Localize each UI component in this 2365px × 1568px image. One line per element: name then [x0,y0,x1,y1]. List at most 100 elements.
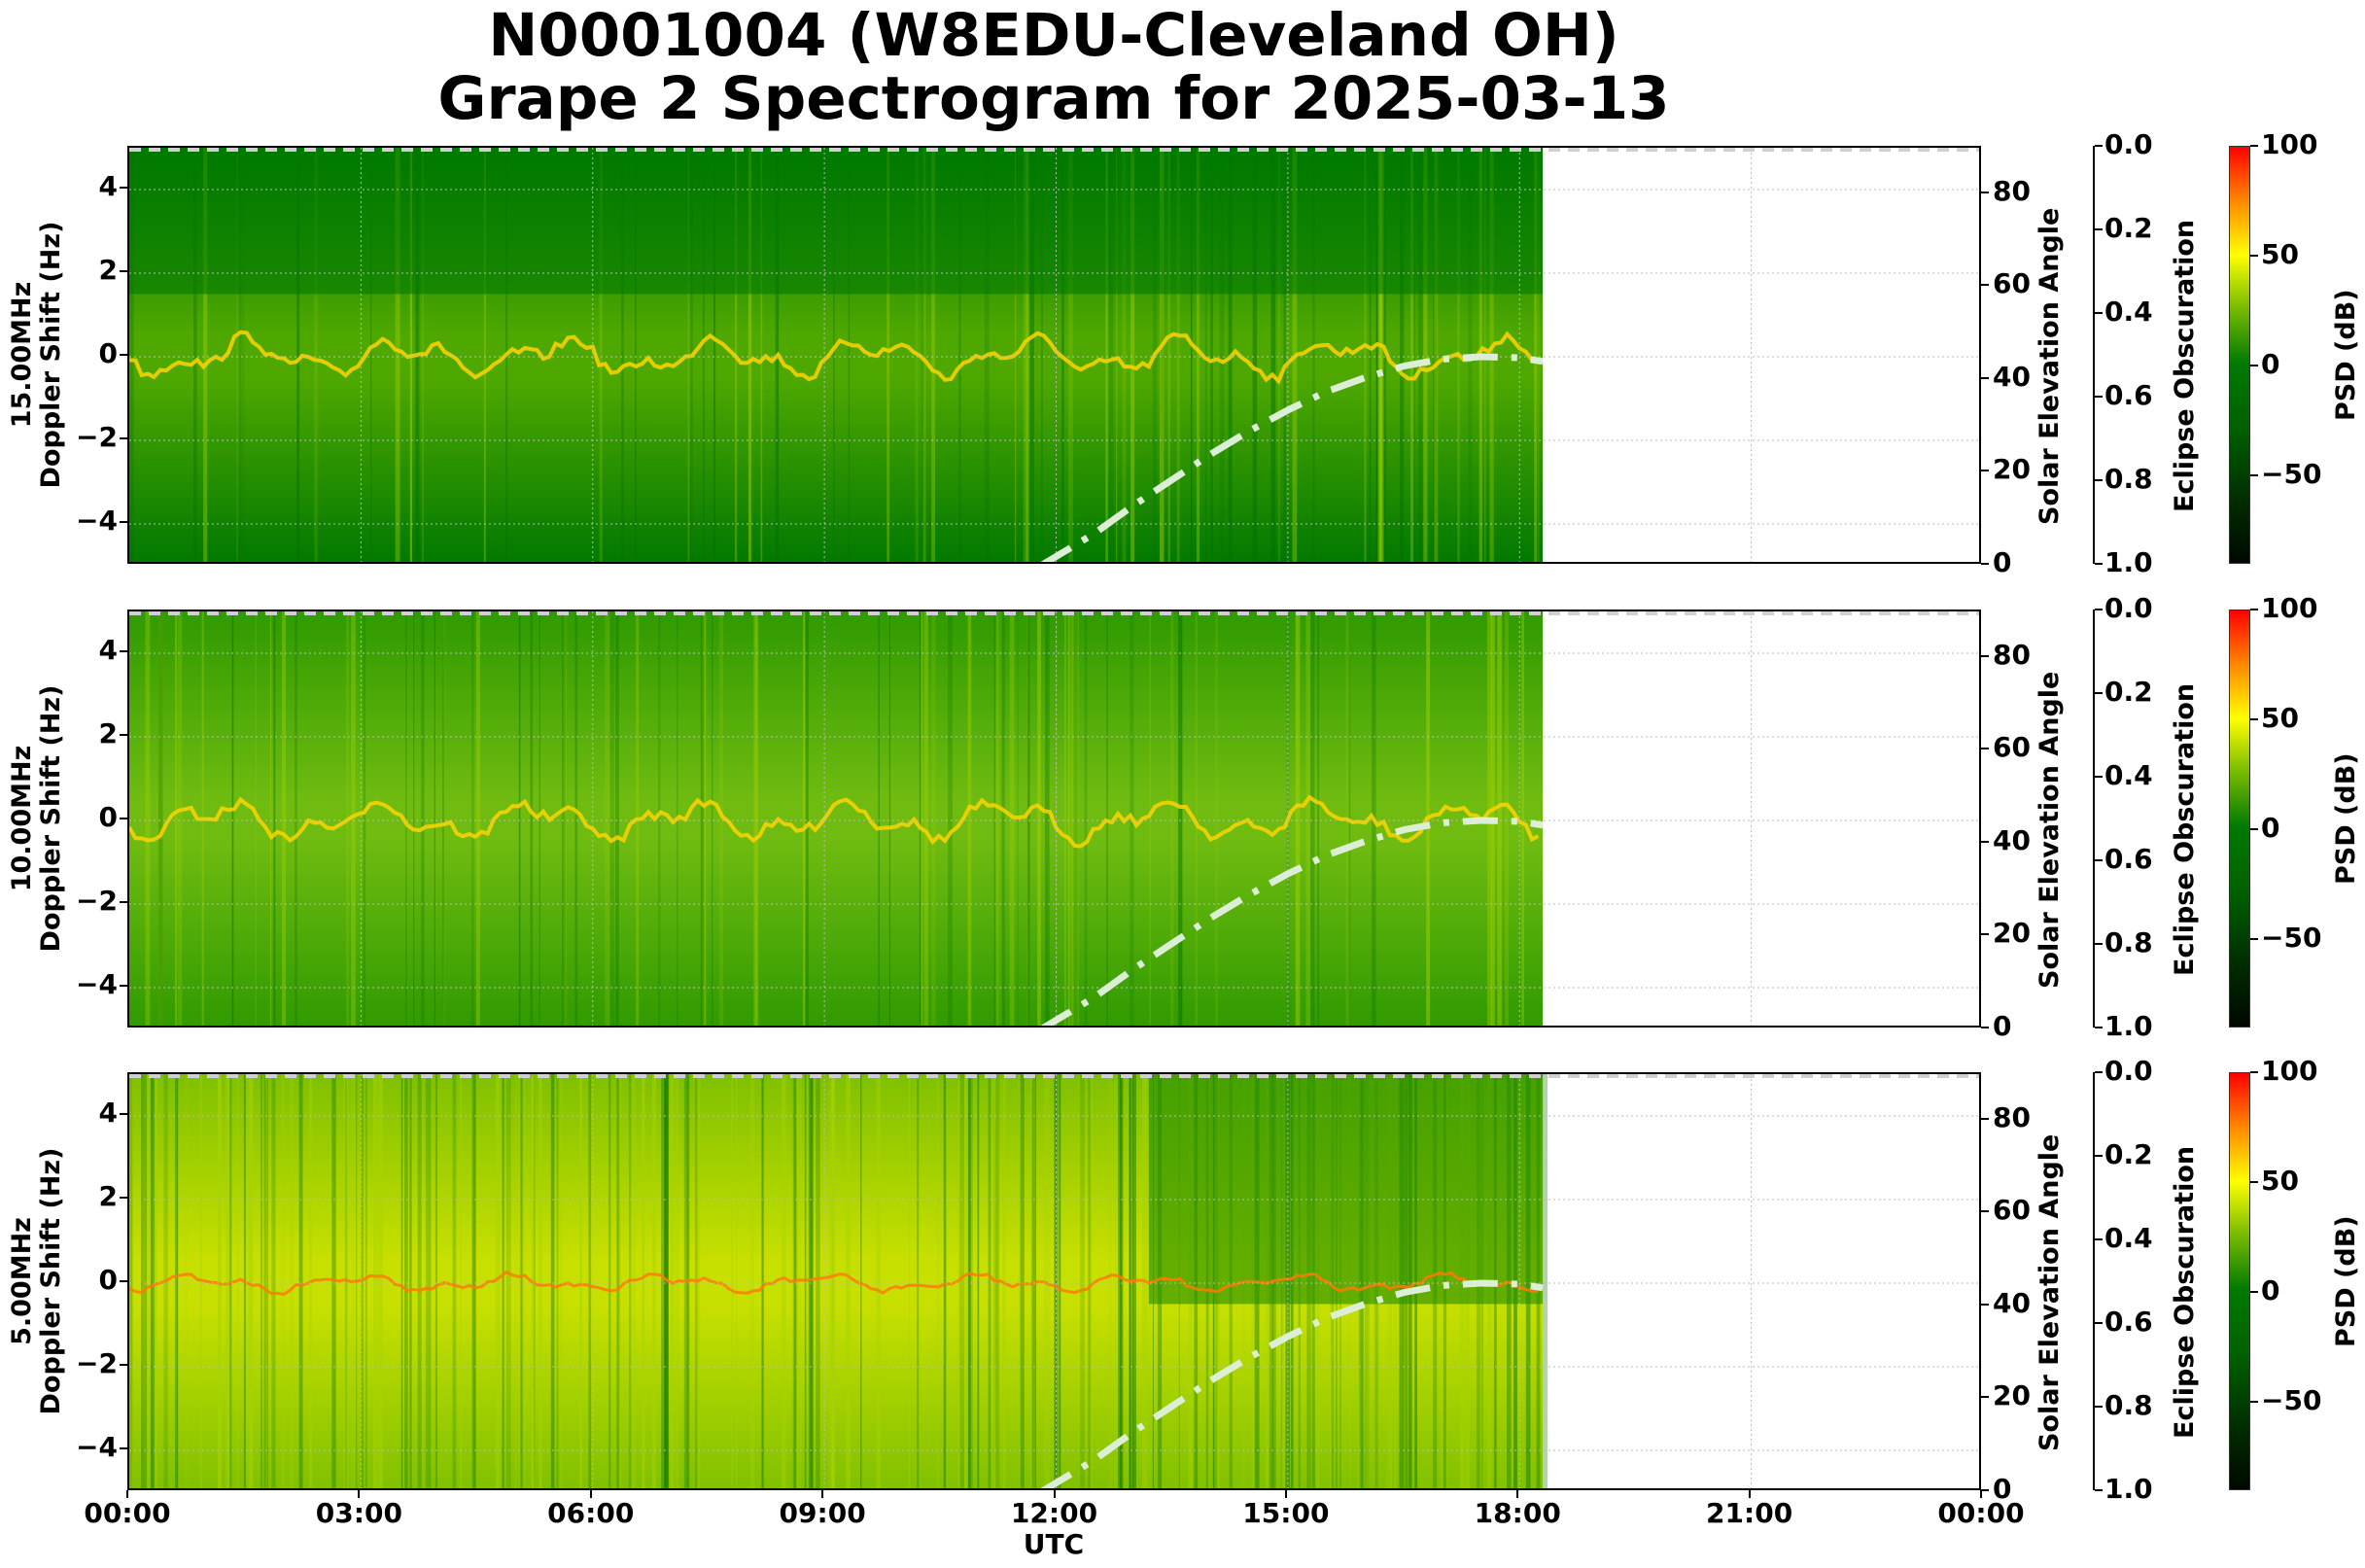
solar-tick-label: 0 [1993,546,2012,578]
solar-elevation-label: Solar Elevation Angle [2035,671,2065,989]
eclipse-tick-mark [2095,563,2103,565]
colorbar-tick-label: 0 [2261,1274,2280,1307]
solar-tick-mark [1981,1489,1989,1491]
y-tick-mark [120,354,127,356]
eclipse-tick-mark [2095,396,2103,398]
eclipse-tick-mark [2095,609,2103,610]
solar-tick-mark [1981,470,1989,472]
eclipse-tick-mark [2095,943,2103,945]
eclipse-tick-label: 0.8 [2104,1389,2153,1421]
solar-elevation-curve [1040,353,1544,562]
eclipse-axis-spine [2093,1072,2095,1490]
solar-tick-label: 60 [1993,731,2031,764]
frequency-label: 15.00MHz [7,281,37,429]
x-tick-mark [1980,1490,1982,1498]
colorbar-tick-label: 100 [2261,1055,2318,1087]
solar-tick-mark [1981,748,1989,750]
solar-tick-label: 60 [1993,267,2031,300]
y-tick-mark [120,270,127,272]
solar-tick-label: 60 [1993,1194,2031,1227]
y-tick-mark [120,437,127,439]
x-tick-label: 15:00 [1242,1497,1330,1529]
x-tick-mark [358,1490,361,1498]
solar-tick-mark [1981,1117,1989,1120]
spectrogram-image [129,611,1979,1026]
eclipse-tick-mark [2095,479,2103,481]
y-tick-mark [120,985,127,987]
x-tick-label: 00:00 [1937,1497,2025,1529]
solar-tick-label: 80 [1993,1100,2031,1133]
y-tick-label: −4 [76,968,118,1000]
y-tick-mark [120,1113,127,1115]
solar-tick-mark [1981,563,1989,565]
y-tick-label: −4 [76,1431,118,1463]
y-tick-label: −2 [76,421,118,453]
x-tick-mark [1053,1490,1056,1498]
frequency-label: 5.00MHz [7,1217,37,1345]
solar-tick-mark [1981,284,1989,287]
solar-tick-label: 0 [1993,1010,2012,1042]
colorbar-tick-label: 100 [2261,128,2318,160]
eclipse-tick-mark [2095,1027,2103,1028]
eclipse-tick-mark [2095,776,2103,778]
eclipse-tick-mark [2095,1406,2103,1408]
eclipse-tick-label: 0.4 [2104,1222,2153,1254]
chart-title-line1: N0001004 (W8EDU-Cleveland OH) [488,1,1619,70]
psd-colorbar [2229,146,2250,564]
spectrogram-panel-15mhz [127,146,1981,564]
x-axis-label: UTC [1023,1528,1085,1560]
x-tick-mark [589,1490,592,1498]
colorbar-tick-label: 50 [2261,238,2299,271]
eclipse-tick-label: 0.4 [2104,296,2153,328]
eclipse-tick-label: 0.6 [2104,1306,2153,1338]
solar-tick-mark [1981,933,1989,936]
x-tick-mark [1516,1490,1519,1498]
x-tick-mark [126,1490,128,1498]
solar-tick-label: 80 [1993,174,2031,207]
eclipse-tick-label: 0.0 [2104,1055,2153,1087]
solar-tick-mark [1981,191,1989,193]
solar-tick-mark [1981,654,1989,657]
colorbar-tick-mark [2250,145,2258,147]
eclipse-tick-mark [2095,1155,2103,1157]
eclipse-tick-label: 1.0 [2104,1473,2153,1505]
eclipse-obscuration-label: Eclipse Obscuration [2170,219,2200,512]
eclipse-tick-mark [2095,1322,2103,1324]
spectrogram-panel-5mhz [127,1072,1981,1490]
eclipse-tick-mark [2095,145,2103,147]
colorbar-tick-mark [2250,1181,2258,1184]
eclipse-tick-mark [2095,228,2103,230]
eclipse-tick-label: 1.0 [2104,546,2153,578]
psd-label: PSD (dB) [2331,289,2361,421]
colorbar-tick-mark [2250,828,2258,831]
y-tick-mark [120,521,127,523]
colorbar-tick-label: −50 [2261,922,2322,955]
solar-tick-label: 0 [1993,1473,2012,1505]
doppler-axis-label: 10.00MHz Doppler Shift (Hz) [7,663,66,974]
colorbar-tick-mark [2250,1401,2258,1404]
eclipse-tick-label: 0.0 [2104,592,2153,624]
chart-title-line2: Grape 2 Spectrogram for 2025-03-13 [437,64,1670,133]
psd-label: PSD (dB) [2331,1215,2361,1347]
colorbar-tick-label: 50 [2261,702,2299,735]
colorbar-tick-label: 0 [2261,812,2280,845]
doppler-axis-label: 5.00MHz Doppler Shift (Hz) [7,1126,66,1437]
solar-tick-mark [1981,1027,1989,1028]
y-tick-mark [120,1364,127,1366]
colorbar-tick-label: −50 [2261,458,2322,491]
solar-elevation-label: Solar Elevation Angle [2035,1133,2065,1451]
eclipse-tick-label: 0.0 [2104,128,2153,160]
y-tick-label: 2 [98,254,118,286]
y-tick-mark [120,1280,127,1282]
y-tick-label: 2 [98,1180,118,1212]
eclipse-axis-spine [2093,610,2095,1028]
eclipse-obscuration-label: Eclipse Obscuration [2170,1145,2200,1439]
y-tick-label: 0 [98,801,118,833]
eclipse-obscuration-label: Eclipse Obscuration [2170,682,2200,976]
solar-tick-label: 40 [1993,823,2031,856]
solar-tick-mark [1981,840,1989,843]
y-tick-mark [120,1447,127,1449]
y-tick-label: −4 [76,505,118,537]
colorbar-tick-label: 50 [2261,1165,2299,1198]
eclipse-tick-mark [2095,692,2103,694]
